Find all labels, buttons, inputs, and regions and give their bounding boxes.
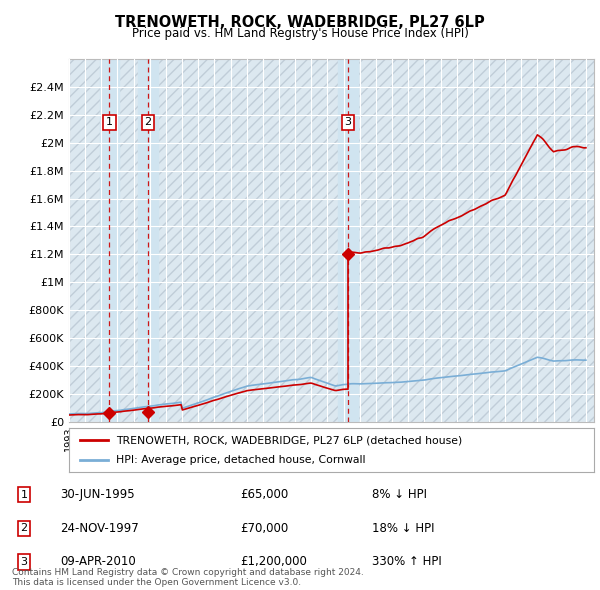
Text: Price paid vs. HM Land Registry's House Price Index (HPI): Price paid vs. HM Land Registry's House …	[131, 27, 469, 40]
Text: 24-NOV-1997: 24-NOV-1997	[60, 522, 139, 535]
Text: 1: 1	[20, 490, 28, 500]
Bar	[139, 59, 158, 422]
Text: 330% ↑ HPI: 330% ↑ HPI	[372, 555, 442, 569]
Text: 2: 2	[20, 523, 28, 533]
Bar	[338, 59, 358, 422]
Text: 3: 3	[344, 117, 352, 127]
Text: Contains HM Land Registry data © Crown copyright and database right 2024.: Contains HM Land Registry data © Crown c…	[12, 568, 364, 577]
Text: £1,200,000: £1,200,000	[240, 555, 307, 569]
Text: TRENOWETH, ROCK, WADEBRIDGE, PL27 6LP: TRENOWETH, ROCK, WADEBRIDGE, PL27 6LP	[115, 15, 485, 30]
Text: 1: 1	[106, 117, 113, 127]
Bar	[100, 59, 119, 422]
Text: HPI: Average price, detached house, Cornwall: HPI: Average price, detached house, Corn…	[116, 455, 366, 464]
Text: This data is licensed under the Open Government Licence v3.0.: This data is licensed under the Open Gov…	[12, 578, 301, 587]
Text: £65,000: £65,000	[240, 488, 288, 501]
Text: 2: 2	[145, 117, 152, 127]
Text: 8% ↓ HPI: 8% ↓ HPI	[372, 488, 427, 501]
Text: 3: 3	[20, 557, 28, 567]
Text: 30-JUN-1995: 30-JUN-1995	[60, 488, 134, 501]
Text: 09-APR-2010: 09-APR-2010	[60, 555, 136, 569]
Text: TRENOWETH, ROCK, WADEBRIDGE, PL27 6LP (detached house): TRENOWETH, ROCK, WADEBRIDGE, PL27 6LP (d…	[116, 435, 463, 445]
Text: 18% ↓ HPI: 18% ↓ HPI	[372, 522, 434, 535]
Text: £70,000: £70,000	[240, 522, 288, 535]
